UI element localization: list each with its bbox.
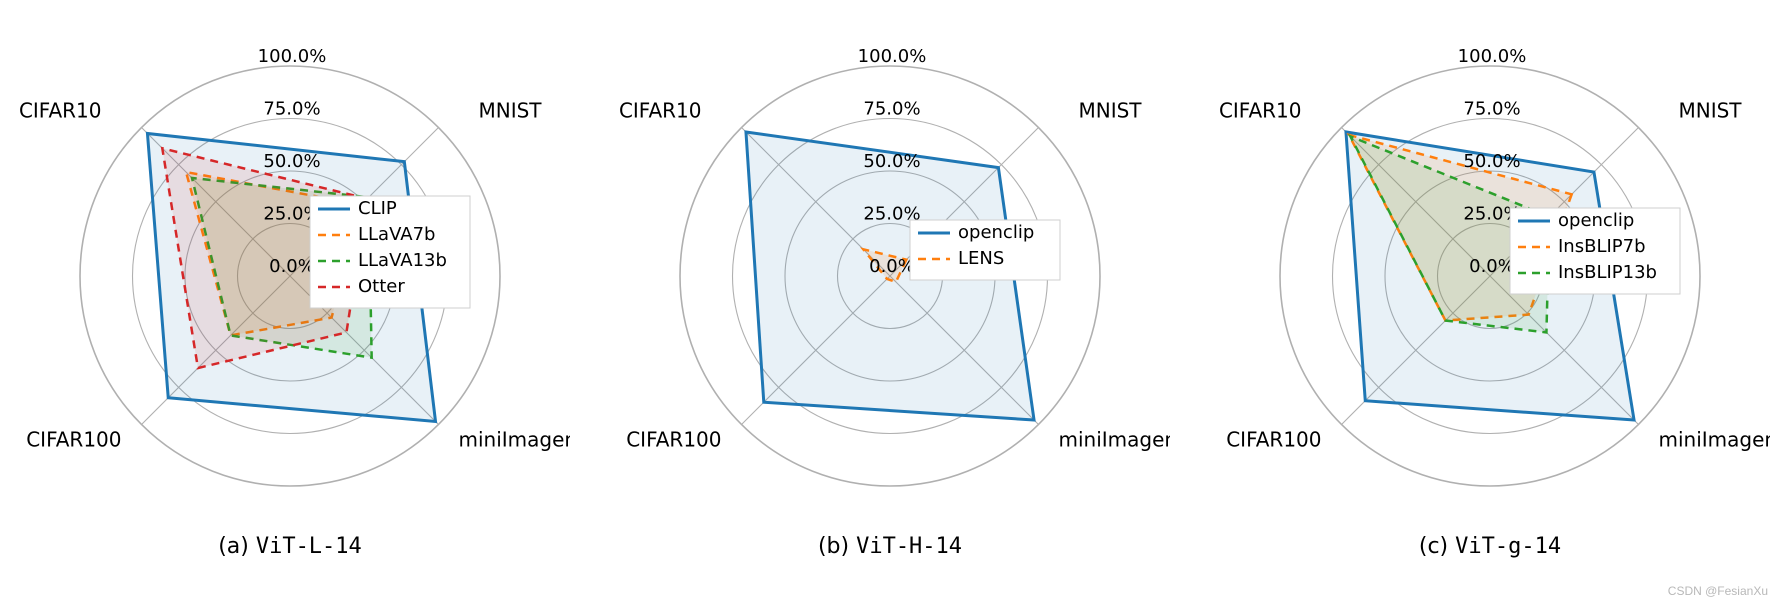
ring-label: 75.0% xyxy=(1463,99,1520,120)
axis-label: MNIST xyxy=(478,99,542,123)
axis-label: CIFAR10 xyxy=(19,99,102,123)
legend-label: InsBLIP13b xyxy=(1558,262,1657,283)
radar-panel-b: 0.0%25.0%50.0%75.0%100.0%MNISTminiImagen… xyxy=(610,10,1170,592)
axis-label: miniImagenet xyxy=(1058,427,1170,451)
axis-label: CIFAR100 xyxy=(1226,427,1321,451)
legend-label: LENS xyxy=(958,248,1004,269)
axis-label: CIFAR10 xyxy=(619,99,702,123)
axis-label: miniImagenet xyxy=(458,427,570,451)
legend-label: LLaVA13b xyxy=(358,250,447,271)
radar-chart-b: 0.0%25.0%50.0%75.0%100.0%MNISTminiImagen… xyxy=(610,10,1170,530)
ring-label: 50.0% xyxy=(263,151,320,172)
ring-label: 100.0% xyxy=(858,46,927,67)
radar-panel-a: 0.0%25.0%50.0%75.0%100.0%MNISTminiImagen… xyxy=(10,10,570,592)
radar-panel-c: 0.0%25.0%50.0%75.0%100.0%MNISTminiImagen… xyxy=(1210,10,1770,592)
radar-chart-c: 0.0%25.0%50.0%75.0%100.0%MNISTminiImagen… xyxy=(1210,10,1770,530)
axis-label: MNIST xyxy=(1678,99,1742,123)
caption-a: (a) ViT-L-14 xyxy=(10,534,570,559)
caption-name: ViT-H-14 xyxy=(856,534,962,559)
axis-label: CIFAR100 xyxy=(26,427,121,451)
ring-label: 0.0% xyxy=(269,256,315,277)
ring-label: 100.0% xyxy=(258,46,327,67)
legend-label: Otter xyxy=(358,276,405,297)
ring-label: 50.0% xyxy=(1463,151,1520,172)
caption-name: ViT-L-14 xyxy=(256,534,362,559)
radar-chart-a: 0.0%25.0%50.0%75.0%100.0%MNISTminiImagen… xyxy=(10,10,570,530)
axis-label: MNIST xyxy=(1078,99,1142,123)
ring-label: 0.0% xyxy=(1469,256,1515,277)
figure-row: 0.0%25.0%50.0%75.0%100.0%MNISTminiImagen… xyxy=(10,10,1770,592)
axis-label: CIFAR100 xyxy=(626,427,721,451)
legend-label: InsBLIP7b xyxy=(1558,236,1646,257)
watermark: CSDN @FesianXu xyxy=(1668,584,1768,598)
ring-label: 75.0% xyxy=(863,99,920,120)
ring-label: 75.0% xyxy=(263,99,320,120)
caption-prefix: (c) xyxy=(1419,534,1455,559)
ring-label: 50.0% xyxy=(863,151,920,172)
ring-label: 0.0% xyxy=(869,256,915,277)
legend-label: openclip xyxy=(1558,210,1634,231)
legend-label: CLIP xyxy=(358,198,397,219)
caption-name: ViT-g-14 xyxy=(1455,534,1561,559)
legend-label: LLaVA7b xyxy=(358,224,435,245)
caption-c: (c) ViT-g-14 xyxy=(1210,534,1770,559)
legend-label: openclip xyxy=(958,222,1034,243)
caption-prefix: (b) xyxy=(818,534,856,559)
axis-label: miniImagenet xyxy=(1658,427,1770,451)
caption-b: (b) ViT-H-14 xyxy=(610,534,1170,559)
ring-label: 100.0% xyxy=(1458,46,1527,67)
axis-label: CIFAR10 xyxy=(1219,99,1302,123)
caption-prefix: (a) xyxy=(218,534,256,559)
